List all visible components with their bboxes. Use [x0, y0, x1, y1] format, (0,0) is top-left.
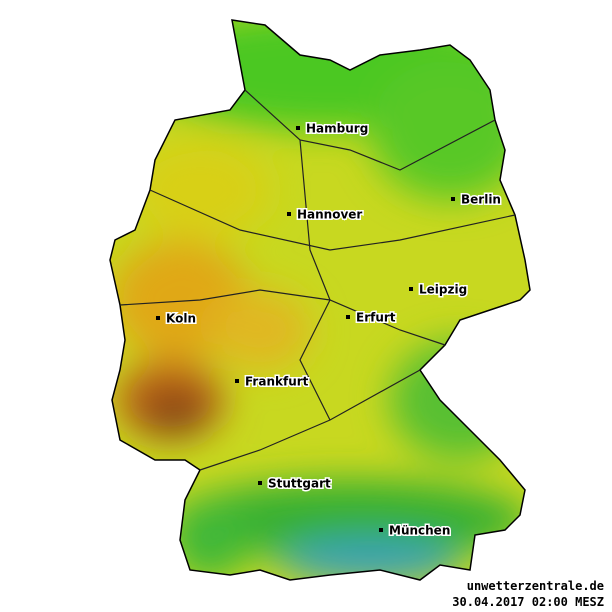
city-label: Stuttgart — [268, 477, 331, 491]
city-label: München — [389, 524, 450, 538]
city-dot — [258, 481, 262, 485]
city-dot — [409, 287, 413, 291]
city-dot — [296, 126, 300, 130]
timestamp: 30.04.2017 02:00 MESZ — [452, 595, 604, 609]
source: unwetterzentrale.de — [467, 579, 604, 593]
city-label: Berlin — [461, 193, 501, 207]
city-label: Leipzig — [419, 283, 467, 297]
city-dot — [287, 212, 291, 216]
cities: Hamburg Berlin Hannover Leipzig Erfurt K… — [156, 120, 502, 539]
city-dot — [156, 316, 160, 320]
state-borders — [119, 89, 516, 471]
city-dot — [451, 197, 455, 201]
city-dot — [346, 315, 350, 319]
city-label: Erfurt — [356, 311, 396, 325]
city-dot — [379, 528, 383, 532]
city-dot — [235, 379, 239, 383]
city-label: Frankfurt — [245, 375, 309, 389]
city-label: Hamburg — [306, 122, 368, 136]
city-label: Koln — [166, 312, 196, 326]
city-label: Hannover — [297, 208, 362, 222]
border — [109, 19, 531, 581]
